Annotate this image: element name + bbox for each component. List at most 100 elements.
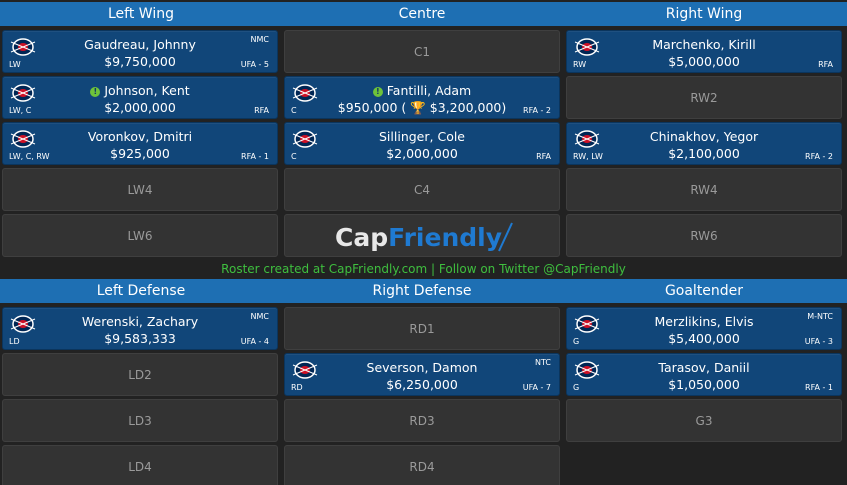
slot-label: C1 xyxy=(413,44,430,59)
player-status: RFA xyxy=(818,60,833,69)
roster-footer: Roster created at CapFriendly.com | Foll… xyxy=(221,262,626,276)
player-position: RW xyxy=(573,60,587,69)
player-status: RFA - 2 xyxy=(523,106,551,115)
player-clause: NMC xyxy=(250,35,269,44)
blue-jackets-logo-icon xyxy=(10,315,36,333)
player-position: LD xyxy=(9,337,20,346)
info-icon[interactable]: ! xyxy=(372,87,383,97)
player-position: LW xyxy=(9,60,21,69)
blue-jackets-logo-icon xyxy=(574,130,600,148)
empty-slot-rw6[interactable]: RW6 xyxy=(566,214,842,257)
player-card-fantilli[interactable]: ! Fantilli, Adam $950,000 ( 🏆 $3,200,000)… xyxy=(284,76,560,119)
player-card-sillinger[interactable]: Sillinger, Cole $2,000,000 C RFA xyxy=(284,122,560,165)
logo-text-cap: Cap xyxy=(335,223,388,252)
player-name: Marchenko, Kirill xyxy=(652,37,756,52)
player-position: RW, LW xyxy=(573,152,603,161)
slot-label: RD3 xyxy=(409,413,435,428)
svg-text:CapFriendly: CapFriendly xyxy=(335,223,502,252)
player-status: RFA - 2 xyxy=(805,152,833,161)
slot-label: LD4 xyxy=(128,459,152,474)
slot-label: C4 xyxy=(413,182,430,197)
centre-header: Centre xyxy=(398,6,446,22)
player-card-gaudreau[interactable]: Gaudreau, Johnny $9,750,000 LW NMC UFA -… xyxy=(2,30,278,73)
player-card-johnson[interactable]: ! Johnson, Kent $2,000,000 LW, C RFA xyxy=(2,76,278,119)
player-salary: $9,583,333 xyxy=(104,331,176,346)
slot-label: LD2 xyxy=(128,367,152,382)
blue-jackets-logo-icon xyxy=(10,130,36,148)
empty-slot-c4[interactable]: C4 xyxy=(284,168,560,211)
player-position: C xyxy=(291,106,297,115)
player-bonus: $3,200,000) xyxy=(429,100,507,115)
right-defense-header: Right Defense xyxy=(372,283,472,299)
info-icon[interactable]: ! xyxy=(90,87,101,97)
slot-label: G3 xyxy=(695,413,713,428)
blue-jackets-logo-icon xyxy=(574,38,600,56)
left-defense-header: Left Defense xyxy=(96,283,186,299)
player-card-werenski[interactable]: Werenski, Zachary $9,583,333 LD NMC UFA … xyxy=(2,307,278,350)
right-wing-header: Right Wing xyxy=(665,6,743,22)
player-status: UFA - 4 xyxy=(240,337,269,346)
slot-label: LW6 xyxy=(127,228,153,243)
player-card-marchenko[interactable]: Marchenko, Kirill $5,000,000 RW RFA xyxy=(566,30,842,73)
empty-slot-rd3[interactable]: RD3 xyxy=(284,399,560,442)
player-name: Merzlikins, Elvis xyxy=(654,314,754,329)
player-salary: $2,000,000 xyxy=(104,100,176,115)
player-card-chinakhov[interactable]: Chinakhov, Yegor $2,100,000 RW, LW RFA -… xyxy=(566,122,842,165)
player-name: Sillinger, Cole xyxy=(379,129,465,144)
player-salary-row: $950,000 ( 🏆 $3,200,000) xyxy=(285,100,559,116)
player-clause: M-NTC xyxy=(807,312,833,321)
slot-label: RW6 xyxy=(690,228,718,243)
empty-slot-g3[interactable]: G3 xyxy=(566,399,842,442)
player-card-voronkov[interactable]: Voronkov, Dmitri $925,000 LW, C, RW RFA … xyxy=(2,122,278,165)
goaltender-header: Goaltender xyxy=(664,283,744,299)
empty-slot-rw2[interactable]: RW2 xyxy=(566,76,842,119)
player-status: RFA - 1 xyxy=(805,383,833,392)
blue-jackets-logo-icon xyxy=(10,38,36,56)
player-status: RFA xyxy=(536,152,551,161)
player-clause: NMC xyxy=(250,312,269,321)
player-card-merzlikins[interactable]: Merzlikins, Elvis $5,400,000 G M-NTC UFA… xyxy=(566,307,842,350)
empty-slot-lw6[interactable]: LW6 xyxy=(2,214,278,257)
player-position: LW, C xyxy=(9,106,32,115)
player-salary: $2,000,000 xyxy=(386,146,458,161)
player-name-row: ! Fantilli, Adam xyxy=(285,83,559,98)
empty-slot-ld2[interactable]: LD2 xyxy=(2,353,278,396)
player-card-tarasov[interactable]: Tarasov, Daniil $1,050,000 G RFA - 1 xyxy=(566,353,842,396)
empty-slot-rw4[interactable]: RW4 xyxy=(566,168,842,211)
blue-jackets-logo-icon xyxy=(292,130,318,148)
trophy-icon: 🏆 xyxy=(410,100,426,115)
player-name: Fantilli, Adam xyxy=(386,83,472,98)
slot-label: LW4 xyxy=(127,182,153,197)
player-status: UFA - 3 xyxy=(804,337,833,346)
empty-slot-ld3[interactable]: LD3 xyxy=(2,399,278,442)
player-salary: $950,000 ( xyxy=(337,100,407,115)
logo-text-friendly: Friendly xyxy=(388,223,502,252)
player-status: UFA - 5 xyxy=(240,60,269,69)
capfriendly-watermark: CapFriendly xyxy=(284,214,560,257)
defense-header-bar: Left Defense Right Defense Goaltender xyxy=(0,279,847,303)
empty-slot-ld4[interactable]: LD4 xyxy=(2,445,278,485)
player-salary: $5,000,000 xyxy=(668,54,740,69)
player-card-severson[interactable]: Severson, Damon $6,250,000 RD NTC UFA - … xyxy=(284,353,560,396)
blue-jackets-logo-icon xyxy=(292,361,318,379)
player-clause: NTC xyxy=(535,358,551,367)
player-position: G xyxy=(573,337,580,346)
slot-label: RW2 xyxy=(690,90,718,105)
player-position: C xyxy=(291,152,297,161)
blue-jackets-logo-icon xyxy=(574,361,600,379)
player-name: Voronkov, Dmitri xyxy=(87,129,193,144)
empty-slot-c1[interactable]: C1 xyxy=(284,30,560,73)
left-wing-header: Left Wing xyxy=(108,6,174,22)
player-salary: $5,400,000 xyxy=(668,331,740,346)
empty-slot-rd4[interactable]: RD4 xyxy=(284,445,560,485)
player-name: Tarasov, Daniil xyxy=(658,360,750,375)
blue-jackets-logo-icon xyxy=(574,315,600,333)
forwards-header-bar: Left Wing Centre Right Wing xyxy=(0,2,847,26)
player-name: Gaudreau, Johnny xyxy=(84,37,196,52)
player-name: Chinakhov, Yegor xyxy=(649,129,759,144)
empty-slot-rd1[interactable]: RD1 xyxy=(284,307,560,350)
empty-slot-lw4[interactable]: LW4 xyxy=(2,168,278,211)
player-salary: $1,050,000 xyxy=(668,377,740,392)
player-name: Werenski, Zachary xyxy=(81,314,199,329)
slot-label: LD3 xyxy=(128,413,152,428)
